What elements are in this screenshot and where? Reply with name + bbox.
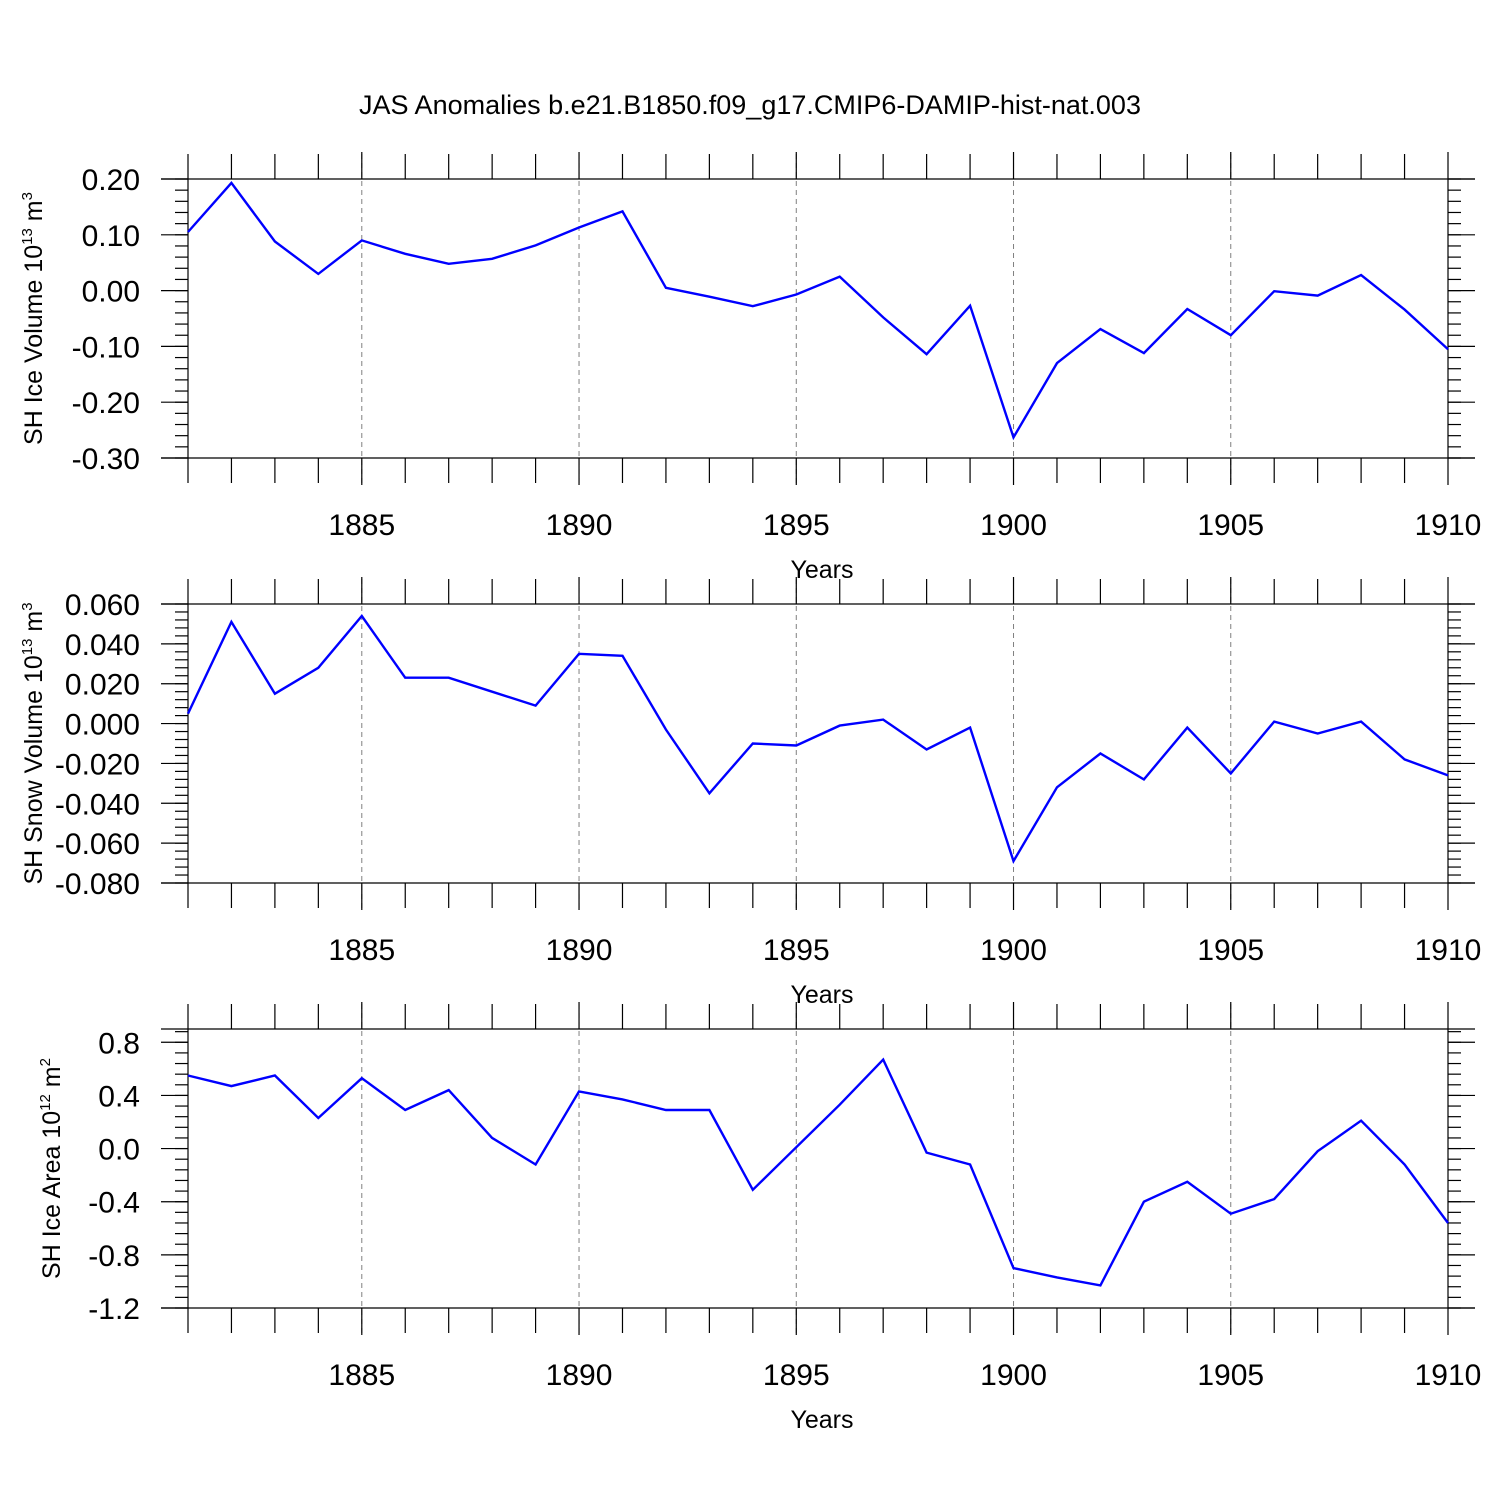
y-tick-label: -0.8 <box>88 1240 140 1273</box>
y-tick-label: -0.040 <box>55 788 140 821</box>
y-tick-label: -0.020 <box>55 748 140 781</box>
panel-2: 0.060 0.040 0.020 0.000 -0.020 -0.040 -0.060 -0… <box>19 577 1481 1009</box>
x-tick-label: 1885 <box>328 934 395 967</box>
y-tick-label: 0.20 <box>82 164 140 197</box>
y-axis-title: SH Ice Volume 1013 m3 <box>19 192 48 445</box>
y-tick-label: 0.040 <box>65 629 140 662</box>
x-tick-label: 1910 <box>1415 1359 1482 1392</box>
y-tick-label: -0.080 <box>55 868 140 901</box>
series-line <box>187 180 1449 441</box>
x-tick-label: 1905 <box>1197 509 1264 542</box>
x-tick-label: 1910 <box>1415 934 1482 967</box>
x-axis-title: Years <box>790 1406 853 1434</box>
y-tick-label: 0.0 <box>98 1134 140 1167</box>
y-tick-label: 0.00 <box>82 276 140 309</box>
x-tick-label: 1905 <box>1197 1359 1264 1392</box>
x-tick-label: 1890 <box>546 934 613 967</box>
x-tick-label: 1890 <box>546 1359 613 1392</box>
x-axis-title: Years <box>790 981 853 1009</box>
panel-1: 0.20 0.10 0.00 -0.10 -0.20 -0.30 1885 1890 1895 1… <box>19 152 1481 584</box>
y-tick-label: 0.060 <box>65 589 140 622</box>
y-tick-label: 0.020 <box>65 669 140 702</box>
y-tick-label: 0.8 <box>98 1027 140 1060</box>
y-tick-label: 0.4 <box>98 1080 140 1113</box>
figure-title: JAS Anomalies b.e21.B1850.f09_g17.CMIP6-… <box>359 90 1141 120</box>
series-line <box>186 614 1449 865</box>
y-tick-label: -1.2 <box>88 1293 140 1326</box>
x-tick-label: 1885 <box>328 1359 395 1392</box>
y-tick-label: -0.4 <box>88 1187 140 1220</box>
x-tick-label: 1895 <box>763 934 830 967</box>
x-tick-label: 1900 <box>980 509 1047 542</box>
series-line <box>187 1057 1449 1287</box>
y-axis-title: SH Ice Area 1012 m2 <box>37 1058 66 1279</box>
y-tick-label: -0.30 <box>72 443 140 476</box>
y-axis-title: SH Snow Volume 1013 m3 <box>19 602 48 884</box>
x-tick-label: 1900 <box>980 934 1047 967</box>
x-tick-label: 1905 <box>1197 934 1264 967</box>
x-tick-label: 1885 <box>328 509 395 542</box>
y-tick-label: -0.060 <box>55 828 140 861</box>
y-tick-label: 0.10 <box>82 220 140 253</box>
x-tick-label: 1890 <box>546 509 613 542</box>
panel-3: 0.8 0.4 0.0 -0.4 -0.8 -1.2 1885 1890 1895 1900 190… <box>37 1002 1481 1434</box>
y-tick-label: 0.000 <box>65 709 140 742</box>
y-tick-label: -0.10 <box>72 331 140 364</box>
y-tick-label: -0.20 <box>72 387 140 420</box>
x-tick-label: 1895 <box>763 1359 830 1392</box>
x-tick-label: 1910 <box>1415 509 1482 542</box>
x-tick-label: 1900 <box>980 1359 1047 1392</box>
panels: 0.20 0.10 0.00 -0.10 -0.20 -0.30 1885 1890 1895 1… <box>19 152 1481 1434</box>
x-tick-label: 1895 <box>763 509 830 542</box>
x-axis-title: Years <box>790 556 853 584</box>
